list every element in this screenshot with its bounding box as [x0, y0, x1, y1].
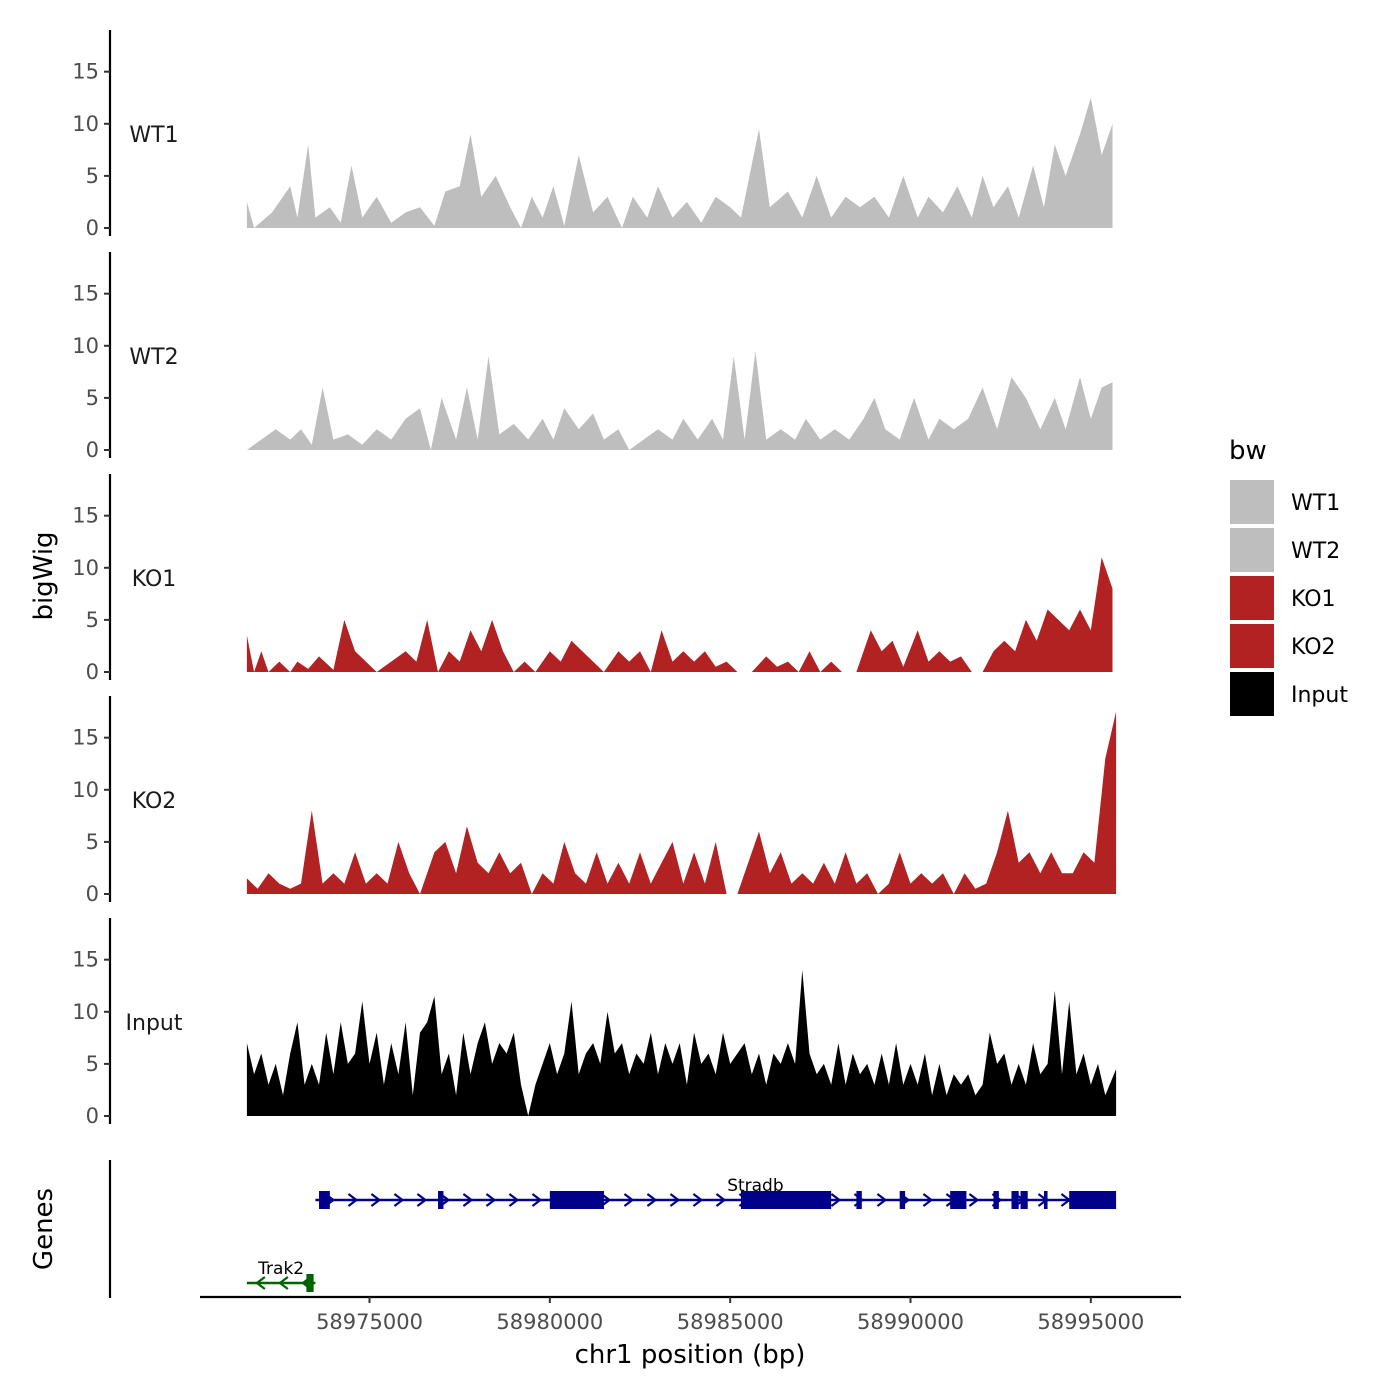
- coverage-area-ko1: [246, 557, 1113, 672]
- track-panel-wt1: 0 5 10 15 WT1: [72, 30, 1113, 240]
- exon-block: [1043, 1191, 1048, 1209]
- x-tick-label: 58980000: [496, 1310, 603, 1334]
- y-tick-label: 15: [72, 504, 99, 528]
- y-tick-label: 0: [86, 660, 99, 684]
- y-tick-label: 5: [86, 386, 99, 410]
- track-panel-ko1: 0 5 10 15 KO1: [72, 474, 1113, 684]
- legend-label: Input: [1291, 683, 1348, 708]
- legend-label: KO2: [1291, 635, 1336, 660]
- y-tick-label: 0: [86, 438, 99, 462]
- track-label: KO1: [132, 567, 177, 592]
- gene-stradb: Stradb: [315, 1176, 1117, 1209]
- exon-block: [1020, 1191, 1028, 1209]
- track-panel-wt2: 0 5 10 15 WT2: [72, 252, 1113, 462]
- coverage-area-wt2: [246, 351, 1113, 450]
- legend-label: WT1: [1291, 491, 1340, 516]
- strand-chevron: [278, 1276, 289, 1290]
- x-axis-title: chr1 position (bp): [575, 1340, 806, 1370]
- strand-chevron: [508, 1193, 520, 1207]
- x-tick-label: 58985000: [677, 1310, 784, 1334]
- strand-chevron: [370, 1193, 382, 1207]
- legend-key-input: [1230, 672, 1274, 716]
- y-axis-title: bigWig: [29, 531, 59, 620]
- strand-chevron: [462, 1193, 474, 1207]
- gene-trak2: Trak2: [246, 1259, 316, 1292]
- legend-key-wt1: [1230, 480, 1274, 524]
- track-label: WT2: [129, 345, 178, 370]
- strand-chevron: [255, 1276, 266, 1290]
- strand-chevron: [393, 1193, 405, 1207]
- y-tick-label: 15: [72, 282, 99, 306]
- strand-chevron: [623, 1193, 635, 1207]
- legend-title: bw: [1229, 436, 1267, 466]
- coverage-area-input: [246, 970, 1117, 1116]
- legend: bw WT1 WT2 KO1 KO2 Input: [1229, 436, 1348, 716]
- y-tick-label: 10: [72, 778, 99, 802]
- gene-label: Stradb: [727, 1176, 783, 1196]
- legend-key-ko2: [1230, 624, 1274, 668]
- y-tick-label: 0: [86, 1104, 99, 1128]
- legend-label: KO1: [1291, 587, 1336, 612]
- strand-chevron: [830, 1193, 842, 1207]
- strand-chevron: [715, 1193, 727, 1207]
- y-tick-label: 15: [72, 60, 99, 84]
- y-tick-label: 5: [86, 830, 99, 854]
- track-panel-input: 0 5 10 15 Input: [72, 918, 1117, 1128]
- y-tick-label: 0: [86, 882, 99, 906]
- strand-chevron: [692, 1193, 704, 1207]
- x-tick-label: 58995000: [1037, 1310, 1144, 1334]
- strand-chevron: [646, 1193, 658, 1207]
- strand-chevron: [968, 1193, 980, 1207]
- track-label: Input: [126, 1011, 183, 1036]
- y-tick-label: 5: [86, 608, 99, 632]
- exon-block: [549, 1191, 604, 1209]
- exon-block: [856, 1191, 862, 1209]
- exon-block: [950, 1191, 967, 1209]
- strand-chevron: [416, 1193, 428, 1207]
- y-tick-label: 5: [86, 164, 99, 188]
- y-tick-label: 10: [72, 112, 99, 136]
- y-tick-label: 5: [86, 1052, 99, 1076]
- exon-block: [1011, 1191, 1019, 1209]
- strand-chevron: [485, 1193, 497, 1207]
- strand-chevron: [600, 1193, 612, 1207]
- strand-chevron: [876, 1193, 888, 1207]
- track-label: WT1: [129, 123, 178, 148]
- y-tick-label: 10: [72, 1000, 99, 1024]
- exon-block: [1069, 1191, 1117, 1209]
- y-tick-label: 10: [72, 334, 99, 358]
- exon-block: [899, 1191, 906, 1209]
- y-tick-label: 15: [72, 948, 99, 972]
- strand-chevron: [531, 1193, 543, 1207]
- genes-axis-title: Genes: [29, 1188, 59, 1270]
- y-tick-label: 0: [86, 216, 99, 240]
- x-tick-label: 58975000: [316, 1310, 423, 1334]
- gene-label: Trak2: [257, 1259, 304, 1279]
- exon-block: [319, 1191, 330, 1209]
- y-tick-label: 10: [72, 556, 99, 580]
- exon-block: [438, 1191, 444, 1209]
- exon-block: [306, 1274, 314, 1292]
- strand-chevron: [669, 1193, 681, 1207]
- exon-block: [993, 1191, 999, 1209]
- strand-chevron: [922, 1193, 934, 1207]
- track-label: KO2: [132, 789, 177, 814]
- legend-key-ko1: [1230, 576, 1274, 620]
- y-tick-label: 15: [72, 726, 99, 750]
- coverage-area-wt1: [246, 97, 1113, 228]
- exon-block: [740, 1191, 832, 1209]
- strand-chevron: [347, 1193, 359, 1207]
- coverage-area-ko2: [246, 711, 1117, 894]
- legend-label: WT2: [1291, 539, 1340, 564]
- x-tick-label: 58990000: [857, 1310, 964, 1334]
- track-panel-ko2: 0 5 10 15 KO2: [72, 696, 1117, 906]
- legend-key-wt2: [1230, 528, 1274, 572]
